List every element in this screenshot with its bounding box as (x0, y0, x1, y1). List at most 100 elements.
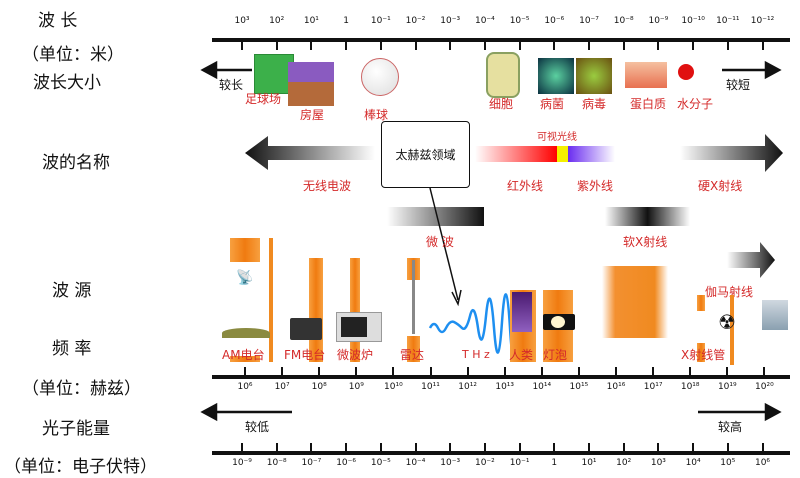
energy-tick (275, 443, 278, 452)
frequency-tick (429, 367, 432, 376)
wavelength-tick-label: 10¹ (303, 16, 319, 26)
energy-tick (761, 443, 764, 452)
source-label-am: AM电台 (222, 348, 265, 362)
gamma-arrow (727, 242, 775, 278)
frequency-tick (244, 367, 246, 376)
energy-tick (588, 443, 590, 452)
energy-tick-label: 10⁻³ (440, 458, 461, 468)
radiation-icon: ☢ (718, 310, 736, 334)
frequency-tick (392, 367, 395, 376)
label-wave-name: 波的名称 (42, 153, 110, 173)
gamma-machine-icon (762, 300, 788, 330)
wavelength-tick-label: 10⁻⁶ (544, 16, 565, 26)
wavelength-tick (553, 41, 556, 50)
frequency-tick-label: 10¹⁹ (717, 382, 737, 392)
label-wavelength-size: 波长大小 (33, 73, 101, 93)
frequency-tick-label: 10⁶ (237, 382, 253, 392)
energy-tick-label: 10⁻¹ (509, 458, 530, 468)
frequency-tick-label: 10¹⁰ (384, 382, 403, 392)
thz-region-box: 太赫兹领域 (381, 121, 470, 188)
visible-band (557, 146, 568, 162)
size-label-bacteria: 病菌 (540, 97, 565, 111)
frequency-tick-label: 10⁷ (274, 382, 290, 392)
frequency-tick-label: 10⁸ (311, 382, 327, 392)
ultraviolet-band (568, 146, 615, 162)
energy-tick-label: 10⁶ (754, 458, 771, 468)
frequency-tick-label: 10¹⁸ (680, 382, 700, 392)
frequency-tick (763, 367, 766, 376)
soft-xray-source-band (602, 266, 668, 338)
wavelength-tick (588, 41, 590, 50)
label-energy-unit: （单位：电子伏特） (4, 457, 157, 477)
size-label-football: 足球场 (245, 92, 282, 106)
wavelength-tick-label: 10² (269, 16, 285, 26)
frequency-tick-label: 10¹² (458, 382, 477, 392)
frequency-tick (540, 367, 543, 376)
frequency-tick-label: 10¹⁶ (606, 382, 626, 392)
microwave-band (387, 207, 484, 226)
cell-icon (486, 52, 520, 98)
energy-tick-label: 1 (551, 458, 558, 468)
am-band-lower (230, 356, 260, 362)
higher-label: 较高 (718, 420, 743, 434)
frequency-tick (577, 367, 580, 376)
label-wavelength: 波 长 (38, 11, 78, 31)
radio-icon (290, 318, 322, 340)
house-icon (288, 62, 334, 106)
frequency-tick-label: 10¹⁵ (569, 382, 589, 392)
hard-xray-arrow (680, 134, 783, 172)
source-label-thz: T H z (462, 348, 490, 361)
wavelength-tick-label: 10⁻⁸ (613, 16, 634, 26)
energy-tick (553, 443, 556, 452)
water-molecule-icon (678, 64, 694, 80)
wavelength-tick-label: 10⁻⁷ (579, 16, 599, 26)
gamma-line (730, 295, 734, 365)
energy-tick (414, 443, 417, 452)
energy-tick-label: 10⁵ (720, 458, 736, 468)
frequency-tick (466, 367, 469, 376)
frequency-tick-label: 10²⁰ (755, 382, 774, 392)
bacteria-icon (538, 58, 574, 94)
frequency-tick (503, 367, 506, 376)
source-label-radar: 雷达 (400, 348, 425, 362)
energy-axis (212, 451, 790, 455)
wavelength-axis (212, 38, 790, 42)
lower-label: 较低 (245, 420, 270, 434)
xray-tube-band (697, 295, 705, 311)
radar-icon (412, 260, 415, 334)
frequency-tick-label: 10¹⁷ (643, 382, 663, 392)
baseball-icon (361, 58, 399, 96)
source-label-fm: FM电台 (284, 348, 326, 362)
virus-icon (576, 58, 612, 94)
frequency-tick-label: 10¹¹ (421, 382, 440, 392)
energy-tick-label: 10³ (650, 458, 666, 468)
wavelength-tick (726, 41, 729, 50)
microwave-label: 微 波 (426, 235, 454, 249)
frequency-axis (212, 375, 790, 379)
energy-tick (449, 443, 452, 452)
radio-wave-arrow (245, 136, 375, 170)
energy-tick (310, 443, 313, 452)
microwave-oven-band (350, 258, 360, 362)
longer-label: 较长 (219, 78, 244, 92)
label-wavelength-unit: （单位：米） (22, 45, 124, 65)
size-label-water: 水分子 (677, 97, 714, 111)
frequency-tick (281, 367, 284, 376)
energy-tick (241, 443, 243, 452)
source-label-bulb: 灯泡 (543, 348, 568, 362)
label-frequency-unit: （单位：赫兹） (22, 379, 141, 399)
energy-tick (483, 443, 486, 452)
wavelength-tick (241, 41, 243, 50)
frequency-tick (355, 367, 358, 376)
wavelength-tick-label: 10⁻⁴ (474, 16, 495, 26)
label-source: 波 源 (52, 281, 92, 301)
wavelength-tick-label: 10⁻¹⁰ (681, 16, 705, 26)
energy-tick (345, 443, 348, 452)
infrared-label: 红外线 (507, 179, 544, 193)
frequency-tick (726, 367, 729, 376)
antenna-icon: 📡 (236, 270, 254, 286)
lightbulb-icon (543, 314, 575, 330)
soft-xray-label: 软X射线 (623, 235, 668, 249)
wavelength-tick-label: 10⁻¹ (370, 16, 391, 26)
source-label-xray-tube: X射线管 (681, 348, 726, 362)
